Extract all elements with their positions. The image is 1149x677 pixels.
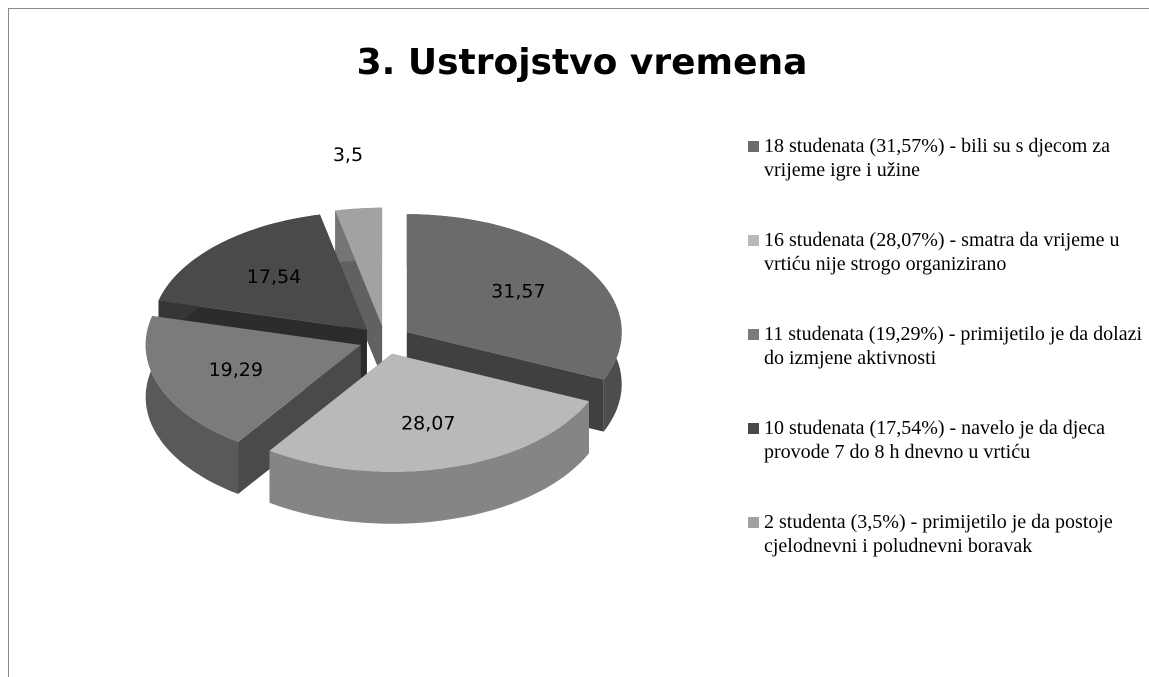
- slice-top: [406, 214, 622, 380]
- slice-side: [269, 401, 589, 524]
- legend: 18 studenata (31,57%) - bili su s djecom…: [748, 134, 1149, 604]
- data-label: 28,07: [401, 413, 455, 435]
- chart-frame: [8, 8, 1149, 677]
- legend-item: 11 studenata (19,29%) - primijetilo je d…: [748, 322, 1149, 416]
- legend-item: 16 studenata (28,07%) - smatra da vrijem…: [748, 228, 1149, 322]
- legend-item: 18 studenata (31,57%) - bili su s djecom…: [748, 134, 1149, 228]
- legend-label: 16 studenata (28,07%) - smatra da vrijem…: [764, 229, 1120, 275]
- slice: [269, 353, 589, 524]
- slice-top: [335, 207, 383, 326]
- slice: [145, 315, 361, 494]
- legend-swatch: [748, 423, 759, 434]
- legend-label: 18 studenata (31,57%) - bili su s djecom…: [764, 135, 1111, 181]
- slice-top: [158, 214, 367, 330]
- slice-top: [145, 316, 361, 442]
- legend-label: 2 studenta (3,5%) - primijetilo je da po…: [764, 511, 1113, 557]
- chart-title: 3. Ustrojstvo vremena: [357, 42, 808, 83]
- legend-swatch: [748, 329, 759, 340]
- slice-side: [145, 316, 238, 494]
- slice: [335, 207, 383, 378]
- data-label: 3,5: [333, 144, 363, 166]
- legend-label: 11 studenata (19,29%) - primijetilo je d…: [764, 323, 1143, 369]
- data-label: 17,54: [247, 266, 301, 288]
- slice-top: [269, 353, 589, 472]
- legend-swatch: [748, 141, 759, 152]
- legend-label: 10 studenata (17,54%) - navelo je da dje…: [764, 417, 1105, 463]
- legend-item: 10 studenata (17,54%) - navelo je da dje…: [748, 416, 1149, 510]
- legend-swatch: [748, 517, 759, 528]
- data-label: 19,29: [209, 359, 263, 381]
- data-label: 31,57: [491, 281, 545, 303]
- legend-swatch: [748, 235, 759, 246]
- legend-item: 2 studenta (3,5%) - primijetilo je da po…: [748, 510, 1149, 604]
